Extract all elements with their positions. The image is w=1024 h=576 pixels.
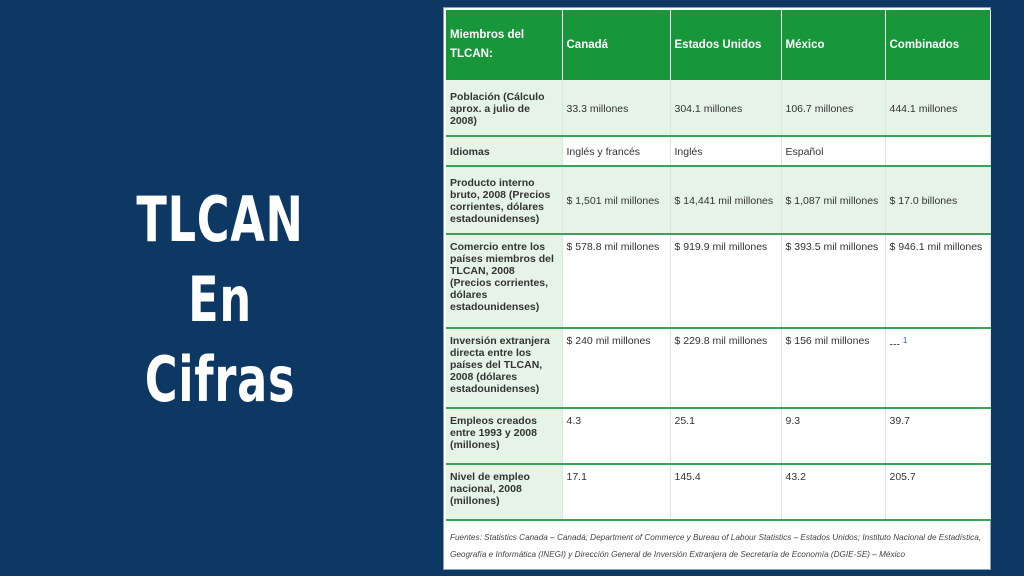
table-cell [885,136,991,167]
table-cell: $ 393.5 mil millones [781,234,886,329]
table-cell: $ 156 mil millones [781,328,886,409]
table-cell: Inglés [670,136,782,167]
table-header-row: Miembros del TLCAN: Canadá Estados Unido… [446,10,991,80]
table-cell: 106.7 millones [781,80,886,137]
row-label: Idiomas [446,136,563,167]
header-cell: México [781,10,886,80]
table-cell: 444.1 millones [885,80,991,137]
table-cell: $ 578.8 mil millones [562,234,671,329]
table-cell: $ 229.8 mil millones [670,328,782,409]
table-cell: $ 240 mil millones [562,328,671,409]
table-cell: 43.2 [781,464,886,521]
tlcan-table: Miembros del TLCAN: Canadá Estados Unido… [446,10,991,521]
row-label: Producto interno bruto, 2008 (Precios co… [446,166,563,235]
table-cell: 33.3 millones [562,80,671,137]
table-cell: Inglés y francés [562,136,671,167]
table-row: Nivel de empleo nacional, 2008 (millones… [446,464,991,521]
header-cell: Estados Unidos [670,10,782,80]
row-label: Comercio entre los países miembros del T… [446,234,563,329]
table-cell: $ 14,441 mil millones [670,166,782,235]
table-cell: $ 946.1 mil millones [885,234,991,329]
table-row: Comercio entre los países miembros del T… [446,234,991,329]
table-source-note: Fuentes: Statistics Canada – Canadá; Dep… [450,533,982,559]
title-line: Cifras [144,343,296,416]
table-row: Inversión extranjera directa entre los p… [446,328,991,409]
title-line: TLCAN [136,183,304,256]
header-cell: Miembros del TLCAN: [446,10,563,80]
slide-title: TLCAN En Cifras [134,180,307,420]
header-cell: Canadá [562,10,671,80]
table-cell: Español [781,136,886,167]
data-table-image: Miembros del TLCAN: Canadá Estados Unido… [443,7,991,570]
row-label: Población (Cálculo aprox. a julio de 200… [446,80,563,137]
table-row: Empleos creados entre 1993 y 2008 (millo… [446,408,991,465]
row-label: Inversión extranjera directa entre los p… [446,328,563,409]
table-cell: 205.7 [885,464,991,521]
footnote-marker: 1 [902,336,908,345]
table-cell: 17.1 [562,464,671,521]
table-cell: 25.1 [670,408,782,465]
table-cell: $ 1,501 mil millones [562,166,671,235]
table-cell: $ 17.0 billones [885,166,991,235]
table-cell: $ 1,087 mil millones [781,166,886,235]
row-label: Empleos creados entre 1993 y 2008 (millo… [446,408,563,465]
cell-value: --- [889,338,901,351]
table-cell: $ 919.9 mil millones [670,234,782,329]
title-line: En [188,263,252,336]
table-cell: 145.4 [670,464,782,521]
table-row: Idiomas Inglés y francés Inglés Español [446,136,991,167]
table-row: Población (Cálculo aprox. a julio de 200… [446,80,991,137]
table-row: Producto interno bruto, 2008 (Precios co… [446,166,991,235]
row-label: Nivel de empleo nacional, 2008 (millones… [446,464,563,521]
header-cell: Combinados [885,10,991,80]
table-cell: 9.3 [781,408,886,465]
table-cell: 304.1 millones [670,80,782,137]
table-cell: 39.7 [885,408,991,465]
table-cell: 4.3 [562,408,671,465]
table-cell: --- 1 [885,328,991,409]
